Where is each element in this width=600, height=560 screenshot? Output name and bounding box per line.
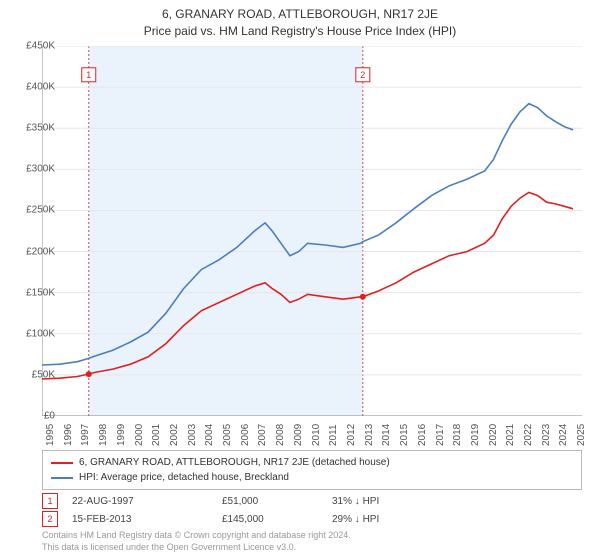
chart-svg: 12: [42, 46, 582, 416]
marker-date-1: 22-AUG-1997: [72, 496, 222, 507]
title-line2: Price paid vs. HM Land Registry's House …: [0, 23, 600, 40]
x-tick-label: 1995: [45, 424, 56, 446]
x-tick-label: 2019: [470, 424, 481, 446]
y-tick-label: £300K: [26, 164, 55, 175]
x-tick-label: 1999: [116, 424, 127, 446]
legend-label-1: 6, GRANARY ROAD, ATTLEBOROUGH, NR17 2JE …: [79, 455, 390, 470]
footer: Contains HM Land Registry data © Crown c…: [42, 530, 351, 553]
footer-line1: Contains HM Land Registry data © Crown c…: [42, 530, 351, 542]
chart-container: 6, GRANARY ROAD, ATTLEBOROUGH, NR17 2JE …: [0, 0, 600, 560]
legend-swatch-2: [51, 477, 73, 479]
x-tick-label: 2018: [452, 424, 463, 446]
x-tick-label: 1996: [63, 424, 74, 446]
x-tick-label: 2009: [293, 424, 304, 446]
x-tick-label: 2022: [523, 424, 534, 446]
marker-row-2: 2 15-FEB-2013 £145,000 29% ↓ HPI: [42, 510, 452, 528]
legend-row-1: 6, GRANARY ROAD, ATTLEBOROUGH, NR17 2JE …: [51, 455, 573, 470]
y-tick-label: £0: [44, 411, 55, 422]
marker-box-1: 1: [42, 493, 58, 509]
marker-date-2: 15-FEB-2013: [72, 514, 222, 525]
x-tick-label: 2015: [399, 424, 410, 446]
x-tick-label: 2005: [222, 424, 233, 446]
marker-price-2: £145,000: [222, 514, 332, 525]
x-tick-label: 2013: [364, 424, 375, 446]
y-tick-label: £400K: [26, 82, 55, 93]
y-tick-label: £250K: [26, 205, 55, 216]
svg-text:2: 2: [360, 70, 365, 80]
x-tick-label: 2014: [381, 424, 392, 446]
x-tick-label: 2024: [558, 424, 569, 446]
x-tick-label: 2023: [541, 424, 552, 446]
svg-text:1: 1: [86, 70, 91, 80]
x-tick-label: 2001: [151, 424, 162, 446]
x-tick-label: 2020: [488, 424, 499, 446]
y-tick-label: £150K: [26, 287, 55, 298]
x-tick-label: 2008: [275, 424, 286, 446]
legend-row-2: HPI: Average price, detached house, Brec…: [51, 470, 573, 485]
x-tick-label: 2010: [311, 424, 322, 446]
marker-row-1: 1 22-AUG-1997 £51,000 31% ↓ HPI: [42, 492, 452, 510]
legend-swatch-1: [51, 462, 73, 464]
footer-line2: This data is licensed under the Open Gov…: [42, 542, 351, 554]
x-tick-label: 2025: [576, 424, 587, 446]
x-tick-label: 1998: [98, 424, 109, 446]
marker-pct-1: 31% ↓ HPI: [332, 496, 452, 507]
title-line1: 6, GRANARY ROAD, ATTLEBOROUGH, NR17 2JE: [0, 6, 600, 23]
x-tick-label: 2002: [169, 424, 180, 446]
legend-box: 6, GRANARY ROAD, ATTLEBOROUGH, NR17 2JE …: [42, 450, 582, 490]
title-block: 6, GRANARY ROAD, ATTLEBOROUGH, NR17 2JE …: [0, 0, 600, 40]
y-tick-label: £350K: [26, 123, 55, 134]
legend-label-2: HPI: Average price, detached house, Brec…: [79, 470, 289, 485]
y-tick-label: £50K: [32, 369, 55, 380]
x-tick-label: 1997: [80, 424, 91, 446]
x-tick-label: 2021: [505, 424, 516, 446]
x-tick-label: 2007: [257, 424, 268, 446]
x-tick-label: 2016: [417, 424, 428, 446]
markers-table: 1 22-AUG-1997 £51,000 31% ↓ HPI 2 15-FEB…: [42, 492, 452, 528]
marker-box-2: 2: [42, 511, 58, 527]
y-tick-label: £450K: [26, 41, 55, 52]
chart-area: 12: [42, 46, 582, 416]
x-tick-label: 2017: [435, 424, 446, 446]
x-tick-label: 2012: [346, 424, 357, 446]
x-tick-label: 2011: [328, 424, 339, 446]
y-tick-label: £200K: [26, 246, 55, 257]
marker-price-1: £51,000: [222, 496, 332, 507]
x-tick-label: 2004: [204, 424, 215, 446]
y-tick-label: £100K: [26, 328, 55, 339]
x-tick-label: 2003: [187, 424, 198, 446]
marker-pct-2: 29% ↓ HPI: [332, 514, 452, 525]
x-tick-label: 2006: [240, 424, 251, 446]
x-tick-label: 2000: [134, 424, 145, 446]
